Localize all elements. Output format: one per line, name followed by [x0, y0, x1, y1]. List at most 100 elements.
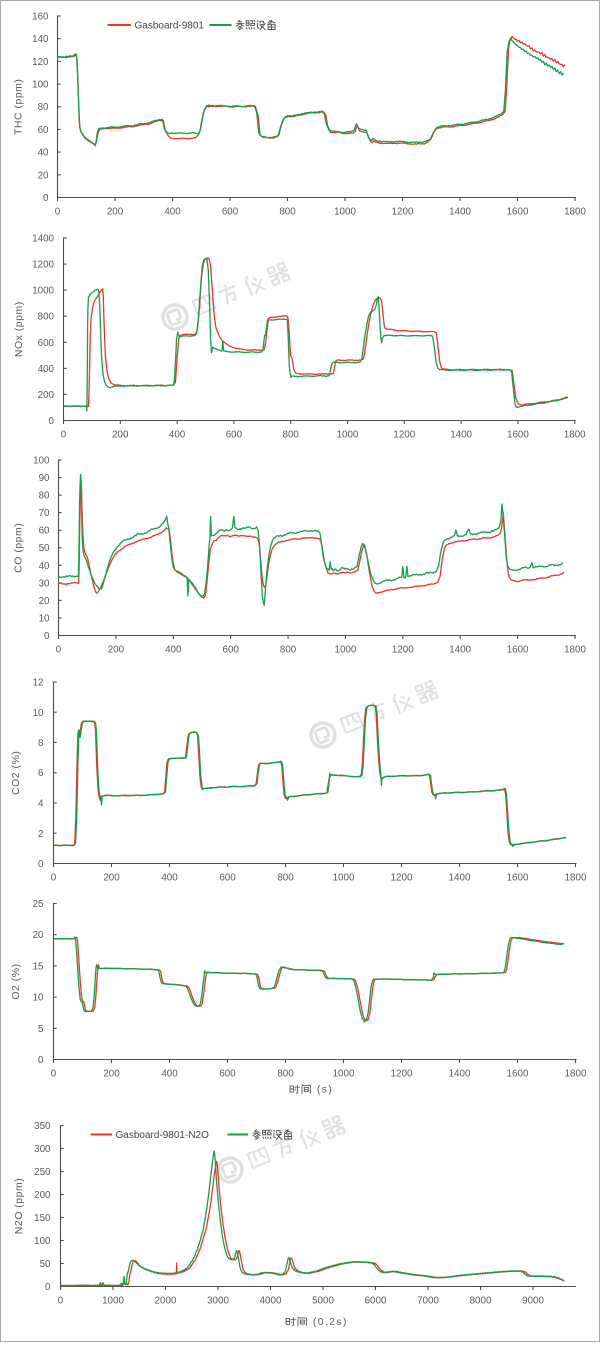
svg-text:90: 90 — [39, 473, 50, 484]
svg-text:100: 100 — [32, 80, 49, 91]
svg-text:(0.2s): (0.2s) — [313, 1317, 348, 1328]
svg-text:1400: 1400 — [32, 234, 54, 245]
svg-text:1000: 1000 — [337, 430, 359, 441]
svg-text:0: 0 — [38, 859, 44, 870]
svg-text:6000: 6000 — [365, 1296, 387, 1307]
svg-text:1000: 1000 — [334, 207, 356, 218]
svg-text:800: 800 — [38, 312, 55, 323]
svg-text:2000: 2000 — [155, 1296, 177, 1307]
svg-text:160: 160 — [32, 12, 49, 23]
svg-text:10: 10 — [39, 614, 50, 625]
svg-text:200: 200 — [107, 207, 124, 218]
svg-text:8: 8 — [38, 738, 44, 749]
svg-text:600: 600 — [219, 873, 236, 884]
svg-text:600: 600 — [219, 1069, 236, 1080]
svg-text:Gasboard-9801: Gasboard-9801 — [135, 21, 205, 32]
svg-text:80: 80 — [39, 491, 50, 502]
svg-text:1000: 1000 — [102, 1296, 124, 1307]
svg-text:25: 25 — [33, 899, 44, 910]
svg-text:20: 20 — [38, 170, 49, 181]
svg-text:1800: 1800 — [565, 873, 587, 884]
svg-text:1800: 1800 — [565, 1069, 587, 1080]
svg-text:100: 100 — [34, 1236, 51, 1247]
svg-text:1400: 1400 — [449, 645, 471, 656]
svg-text:200: 200 — [103, 1069, 120, 1080]
svg-text:800: 800 — [277, 873, 294, 884]
svg-text:0: 0 — [56, 645, 62, 656]
svg-text:15: 15 — [33, 961, 44, 972]
svg-text:0: 0 — [45, 1282, 51, 1293]
svg-text:1200: 1200 — [392, 207, 414, 218]
svg-text:200: 200 — [103, 873, 120, 884]
svg-text:4: 4 — [38, 799, 44, 810]
svg-text:350: 350 — [34, 1121, 51, 1132]
svg-text:9000: 9000 — [522, 1296, 544, 1307]
svg-text:10: 10 — [33, 993, 44, 1004]
svg-text:800: 800 — [283, 430, 300, 441]
svg-text:1600: 1600 — [507, 430, 529, 441]
svg-text:30: 30 — [39, 578, 50, 589]
svg-text:12: 12 — [33, 678, 44, 689]
svg-text:1800: 1800 — [564, 645, 586, 656]
svg-text:1200: 1200 — [391, 873, 413, 884]
svg-text:O2 (%): O2 (%) — [10, 963, 22, 999]
svg-text:600: 600 — [223, 645, 240, 656]
svg-text:400: 400 — [161, 873, 178, 884]
svg-text:600: 600 — [226, 430, 243, 441]
svg-text:80: 80 — [38, 102, 49, 113]
svg-text:300: 300 — [34, 1144, 51, 1155]
svg-text:0: 0 — [61, 430, 67, 441]
svg-text:400: 400 — [169, 430, 186, 441]
svg-text:60: 60 — [38, 125, 49, 136]
svg-text:5: 5 — [38, 1024, 44, 1035]
svg-text:800: 800 — [279, 207, 296, 218]
svg-text:3000: 3000 — [207, 1296, 229, 1307]
svg-text:4000: 4000 — [260, 1296, 282, 1307]
svg-text:800: 800 — [277, 1069, 294, 1080]
svg-text:1400: 1400 — [449, 207, 471, 218]
svg-text:0: 0 — [49, 416, 55, 427]
svg-text:250: 250 — [34, 1167, 51, 1178]
svg-text:1200: 1200 — [393, 430, 415, 441]
svg-text:200: 200 — [108, 645, 125, 656]
svg-text:6: 6 — [38, 768, 44, 779]
svg-text:1600: 1600 — [507, 1069, 529, 1080]
svg-text:CO2 (%): CO2 (%) — [10, 751, 22, 795]
svg-text:1400: 1400 — [450, 430, 472, 441]
svg-text:1000: 1000 — [333, 873, 355, 884]
svg-text:1600: 1600 — [507, 873, 529, 884]
svg-text:CO (ppm): CO (ppm) — [13, 523, 25, 573]
svg-text:200: 200 — [34, 1190, 51, 1201]
svg-text:1200: 1200 — [32, 260, 54, 271]
svg-text:200: 200 — [112, 430, 129, 441]
svg-text:(s): (s) — [317, 1085, 333, 1096]
svg-text:100: 100 — [33, 456, 50, 467]
svg-text:1600: 1600 — [507, 645, 529, 656]
svg-text:NOx (ppm): NOx (ppm) — [13, 301, 25, 357]
svg-text:150: 150 — [34, 1213, 51, 1224]
svg-text:400: 400 — [38, 364, 55, 375]
svg-text:5000: 5000 — [312, 1296, 334, 1307]
svg-text:0: 0 — [38, 1055, 44, 1066]
svg-text:1800: 1800 — [564, 430, 586, 441]
svg-text:10: 10 — [33, 708, 44, 719]
svg-text:0: 0 — [44, 631, 50, 642]
svg-text:60: 60 — [39, 526, 50, 537]
svg-text:1600: 1600 — [507, 207, 529, 218]
svg-text:20: 20 — [33, 930, 44, 941]
svg-text:1400: 1400 — [449, 1069, 471, 1080]
svg-text:40: 40 — [38, 148, 49, 159]
svg-text:1000: 1000 — [335, 645, 357, 656]
svg-text:0: 0 — [58, 1296, 64, 1307]
svg-text:THC (ppm): THC (ppm) — [13, 79, 25, 135]
svg-text:140: 140 — [32, 34, 49, 45]
svg-text:1200: 1200 — [392, 645, 414, 656]
svg-text:400: 400 — [161, 1069, 178, 1080]
svg-text:70: 70 — [39, 508, 50, 519]
svg-text:1000: 1000 — [32, 286, 54, 297]
svg-text:400: 400 — [165, 645, 182, 656]
svg-text:600: 600 — [38, 338, 55, 349]
svg-text:50: 50 — [40, 1259, 51, 1270]
svg-text:0: 0 — [51, 873, 57, 884]
svg-text:1200: 1200 — [391, 1069, 413, 1080]
